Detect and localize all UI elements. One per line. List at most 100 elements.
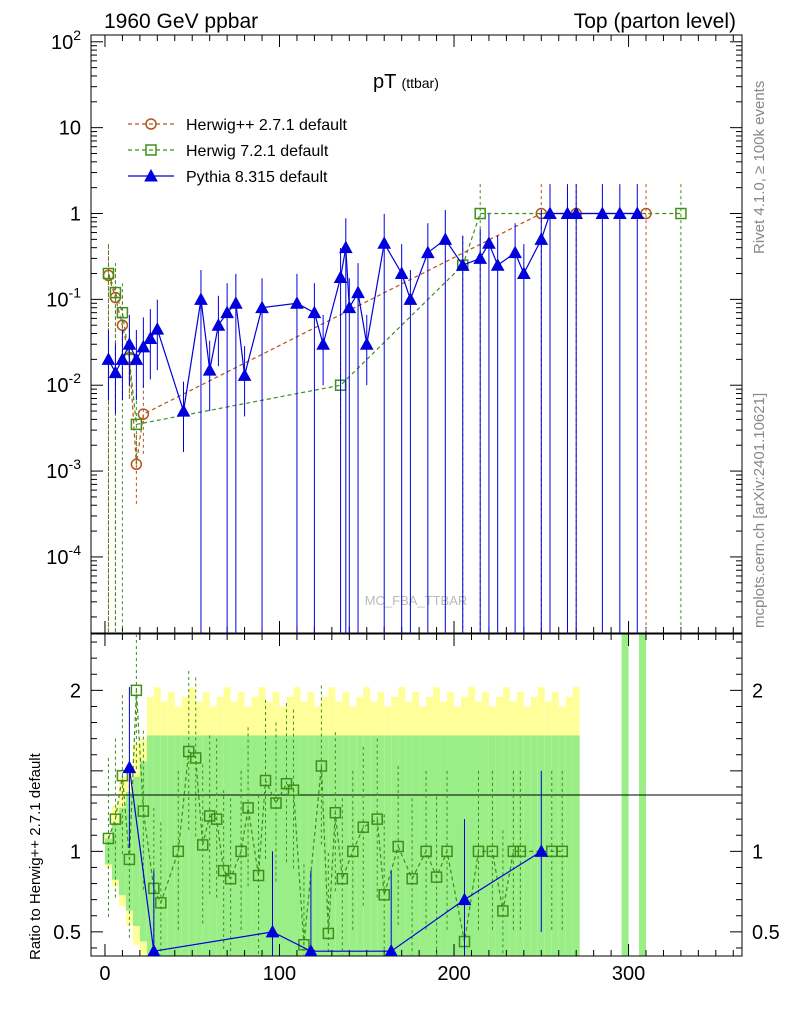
ratio-y-tick-label-left: 2 xyxy=(70,680,81,702)
pythia-point xyxy=(438,232,453,245)
herwig7-ratio-point xyxy=(137,805,150,817)
pythia-point xyxy=(595,206,610,220)
ratio-band-green xyxy=(328,735,336,956)
pythia-point xyxy=(143,331,158,345)
herwig7-line xyxy=(107,212,681,426)
pythia-ratio-point xyxy=(122,760,137,774)
ratio-band-green xyxy=(195,735,203,956)
tick-exponent: 2 xyxy=(73,27,81,43)
herwig7-ratio-point xyxy=(507,845,520,858)
tick-exponent: -2 xyxy=(69,370,82,386)
ratio-band-green xyxy=(495,735,503,956)
herwig7-ratio-point xyxy=(270,797,282,809)
main-y-tick-label: 10-2 xyxy=(46,370,81,397)
ratio-band-green xyxy=(363,735,371,956)
chart-title-sub: (ttbar) xyxy=(402,75,439,91)
ratio-band-green xyxy=(530,735,538,956)
herwig7-point xyxy=(102,267,115,280)
ratio-band-green xyxy=(405,735,413,956)
ratio-band-green xyxy=(202,735,210,956)
pythia-point xyxy=(202,363,217,376)
pythia-point xyxy=(394,266,409,280)
herwig7-ratio-point xyxy=(210,813,223,825)
pythia-point xyxy=(108,365,123,379)
legend-marker-herwigpp xyxy=(145,118,157,130)
main-y-tick-label: 10 xyxy=(59,118,81,140)
herwig7-ratio-point xyxy=(441,845,453,858)
herwig7-ratio-point xyxy=(357,821,370,833)
herwig7-ratio-point xyxy=(217,864,230,877)
ratio-band-green xyxy=(160,735,168,956)
ratio-band-green xyxy=(398,735,406,956)
legend-label-pythia: Pythia 8.315 default xyxy=(186,169,328,186)
ratio-band-green xyxy=(342,735,350,956)
ratio-band-green xyxy=(188,735,196,956)
pythia-point xyxy=(534,232,549,245)
ratio-band-green xyxy=(244,735,252,956)
tick-exponent: -4 xyxy=(69,542,82,558)
herwig7-ratio-point xyxy=(123,853,136,866)
herwig7-ratio-point xyxy=(109,813,122,825)
ratio-band-green xyxy=(502,735,510,956)
herwig7-ratio-point xyxy=(172,845,185,858)
ratio-band-green xyxy=(454,735,462,956)
tick-base: 10 xyxy=(46,289,68,311)
pythia-point xyxy=(237,368,252,381)
ratio-band-green xyxy=(412,735,420,956)
ratio-y-axis: 0.5 0.5 1 1 2 2 xyxy=(53,641,780,949)
ratio-band-green xyxy=(572,735,580,956)
herwig7-ratio-point xyxy=(189,752,202,764)
pythia-ratio-point xyxy=(265,924,280,938)
pythia-point xyxy=(136,339,151,353)
pythia-point xyxy=(351,285,365,299)
pythia-point xyxy=(630,206,645,220)
pythia-point xyxy=(560,206,575,220)
ratio-band-green xyxy=(307,735,315,956)
x-tick-label: 200 xyxy=(437,963,470,985)
pythia-ratio-point xyxy=(534,844,549,857)
legend-marker-herwig7 xyxy=(145,144,157,156)
pythia-point xyxy=(333,270,348,283)
ratio-band-green xyxy=(384,735,392,956)
legend: Herwig++ 2.7.1 default Herwig 7.2.1 defau… xyxy=(128,117,348,186)
herwig7-ratio-point xyxy=(371,813,383,825)
ratio-plot-series xyxy=(102,634,568,956)
ratio-band-green xyxy=(356,735,364,956)
pythia-point xyxy=(307,305,322,319)
pythia-point xyxy=(176,404,191,417)
pythia-point xyxy=(569,206,584,220)
herwig7-ratio-point xyxy=(392,840,404,853)
x-tick-label: 300 xyxy=(612,963,645,985)
pythia-ratio-point xyxy=(147,944,161,956)
herwig7-ratio-point xyxy=(196,839,209,851)
herwig7-point xyxy=(116,306,129,319)
legend-label-herwig7: Herwig 7.2.1 default xyxy=(186,143,329,160)
herwig7-point xyxy=(675,207,687,220)
tick-exponent: -3 xyxy=(69,456,82,472)
ratio-band-green xyxy=(286,735,294,956)
herwigpp-point xyxy=(130,458,143,471)
ratio-y-tick-label-right: 1 xyxy=(752,841,763,863)
ratio-y-axis-label: Ratio to Herwig++ 2.7.1 default xyxy=(27,752,44,960)
pythia-point xyxy=(101,352,116,365)
herwig7-ratio-point xyxy=(182,745,195,758)
herwig7-ratio-point xyxy=(242,802,254,814)
pythia-point xyxy=(115,352,130,365)
ratio-y-tick-label-left: 0.5 xyxy=(53,922,81,944)
ratio-band-green xyxy=(300,735,308,956)
chart-title: pT (ttbar) xyxy=(373,71,439,93)
herwig7-ratio-point xyxy=(116,769,129,782)
rivet-version-label: Rivet 4.1.0, ≥ 100k events xyxy=(751,81,768,254)
pythia-ratio-point xyxy=(457,892,472,906)
ratio-band-green xyxy=(230,735,238,956)
ratio-band-green xyxy=(265,735,273,956)
pythia-point xyxy=(150,322,165,335)
ratio-band-green xyxy=(523,735,531,956)
pythia-point xyxy=(455,258,470,271)
pythia-point xyxy=(543,206,557,220)
herwig7-ratio-point xyxy=(155,897,167,909)
pythia-point xyxy=(342,300,357,314)
main-y-tick-label: 10-1 xyxy=(46,284,81,311)
